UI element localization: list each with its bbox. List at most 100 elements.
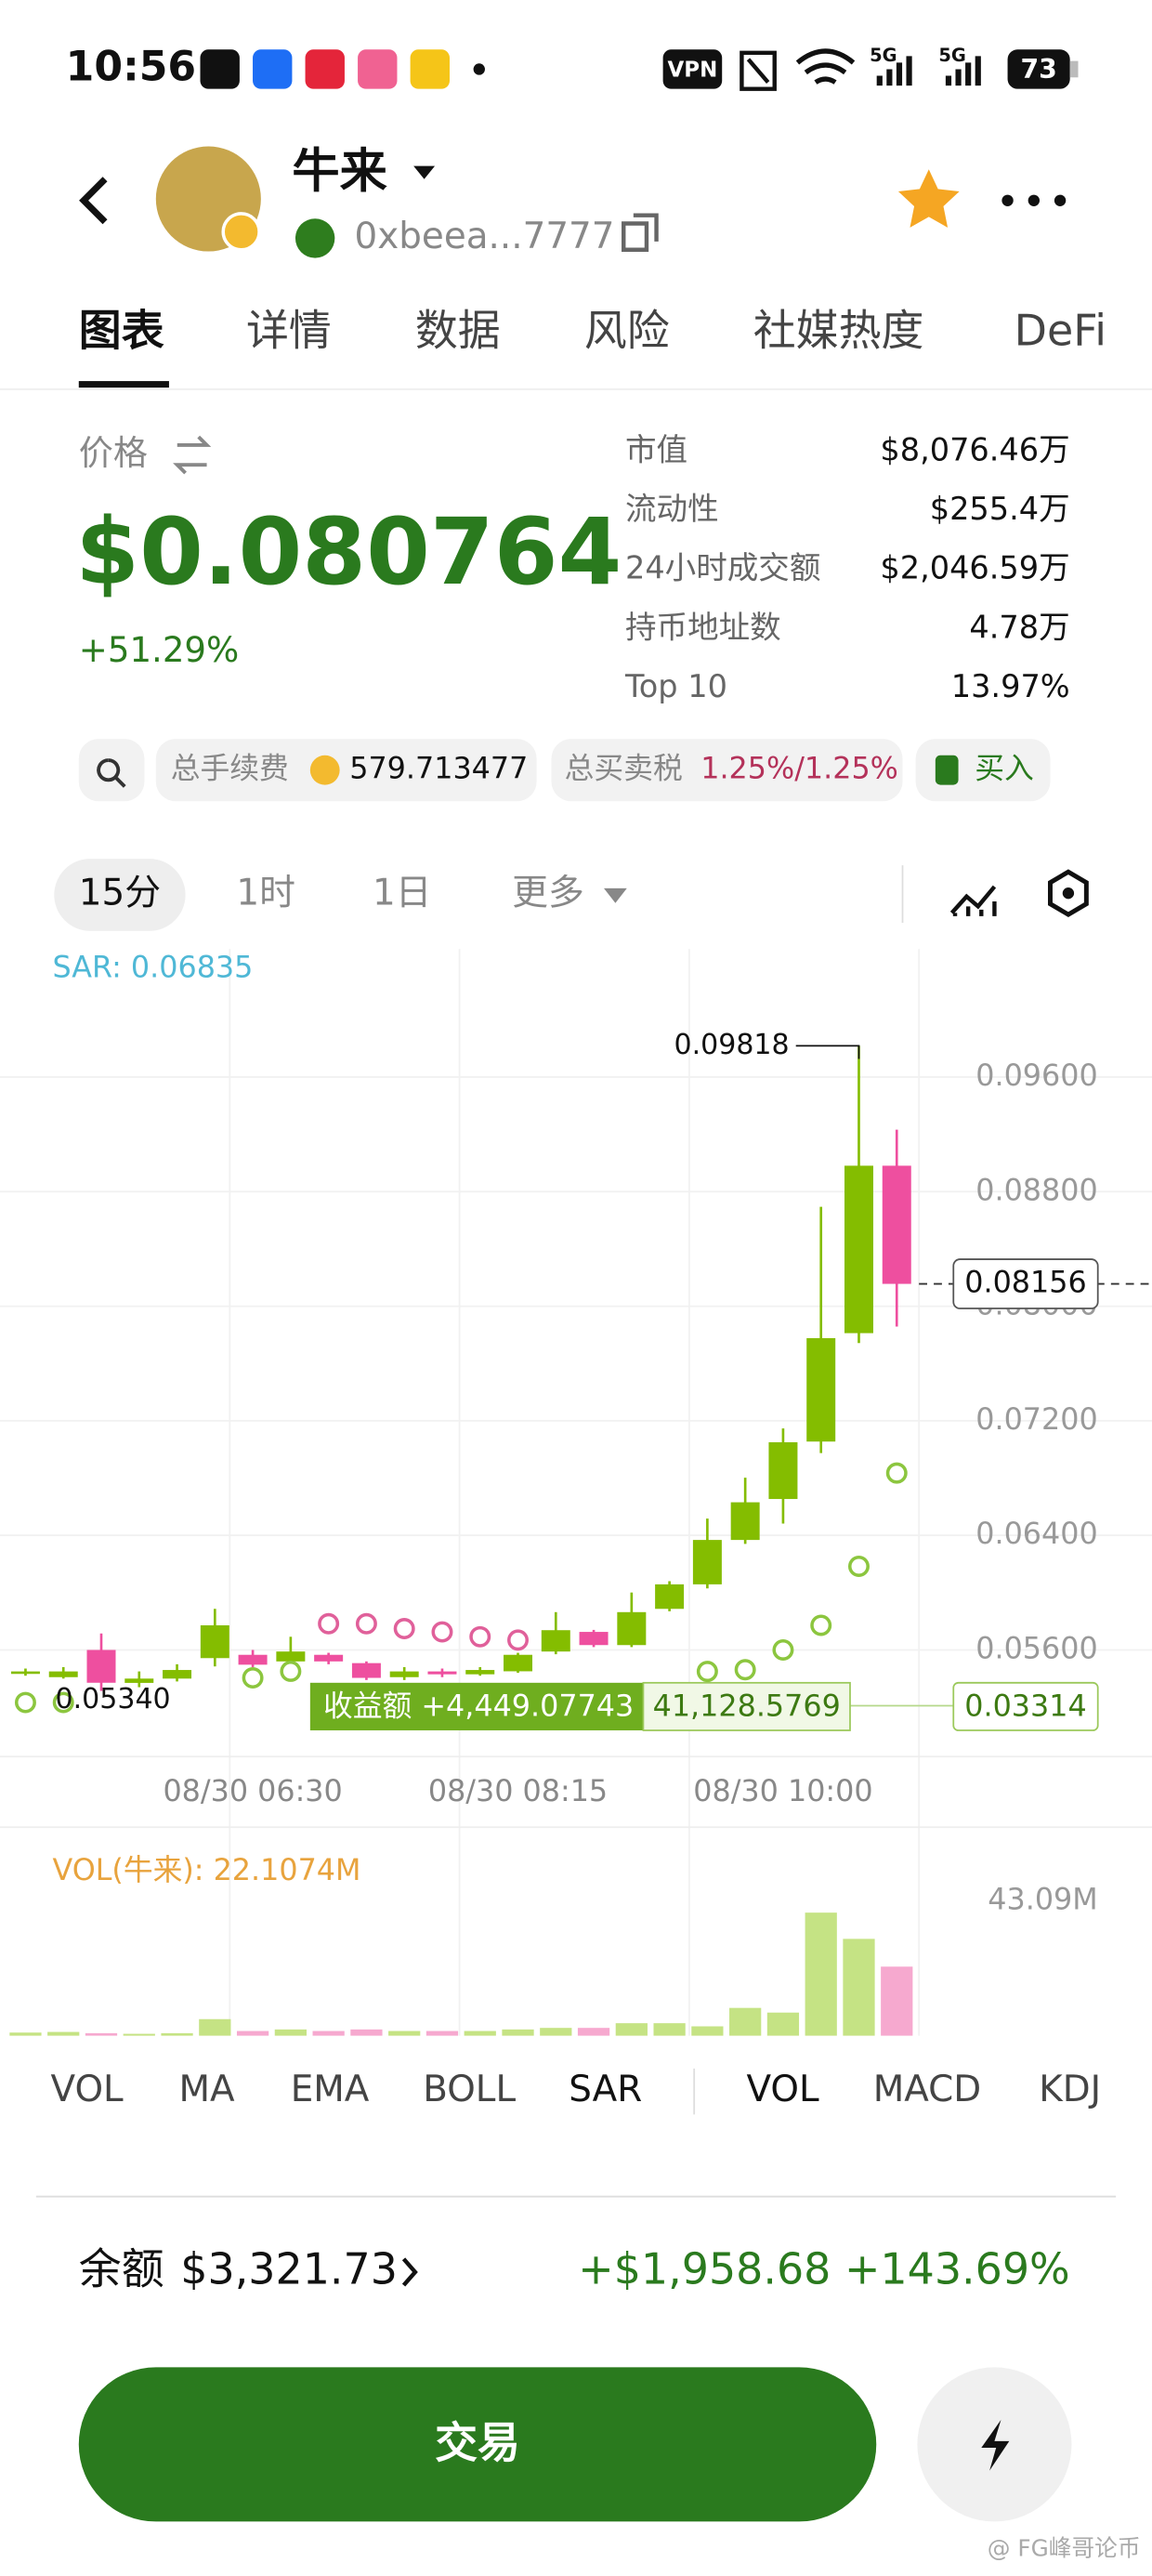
candle-body — [579, 1632, 609, 1646]
trade-button[interactable] — [78, 2367, 877, 2522]
volume-bar — [312, 2031, 345, 2036]
candle-body — [86, 1649, 116, 1683]
trade-label[interactable]: 交易 — [435, 2418, 520, 2468]
timeframe[interactable]: 更多 — [512, 872, 584, 913]
buy-icon — [935, 755, 959, 785]
search-pill[interactable] — [78, 739, 145, 802]
timeframe-active[interactable] — [54, 859, 186, 931]
tab[interactable]: 图表 — [79, 305, 164, 355]
indicator-tab[interactable]: EMA — [291, 2069, 370, 2110]
tab[interactable]: 数据 — [415, 305, 501, 355]
candle-body — [768, 1442, 798, 1500]
tab[interactable]: 社媒热度 — [753, 305, 924, 355]
verified-icon — [295, 218, 335, 258]
volume-bar — [653, 2023, 686, 2036]
candle-body — [844, 1165, 873, 1334]
balance-chevron[interactable] — [401, 2257, 418, 2287]
network-label: 5G — [870, 45, 897, 66]
more-arrow — [604, 887, 627, 903]
timeframe[interactable]: 1日 — [373, 872, 432, 913]
volume-bar — [236, 2031, 269, 2036]
indicator-tab[interactable]: BOLL — [423, 2069, 516, 2110]
tab[interactable]: DeFi — [1015, 305, 1106, 355]
sar-dot — [242, 1667, 264, 1689]
clock: 10:56 — [66, 43, 197, 90]
network-label: 5G — [938, 45, 965, 66]
indicator-icon[interactable] — [949, 885, 997, 916]
x-tick-label: 08/30 06:30 — [163, 1774, 342, 1808]
app-icons — [200, 49, 485, 89]
stat-label: 市值 — [625, 432, 687, 468]
token-address: 0xbeea...7777 — [355, 216, 615, 257]
indicator-tab[interactable]: VOL — [51, 2069, 124, 2110]
battery-level: 73 — [1020, 54, 1056, 85]
tax-value: 1.25%/1.25% — [700, 752, 898, 786]
volume-bar — [615, 2023, 648, 2036]
indicator-tab[interactable]: VOL — [746, 2069, 818, 2110]
candle-body — [124, 1678, 154, 1683]
volume-bar — [350, 2029, 383, 2036]
volume-title: VOL(牛来): 22.1074M — [53, 1853, 361, 1887]
indicator-tab[interactable]: MACD — [873, 2069, 981, 2110]
dropdown-icon[interactable] — [413, 165, 436, 179]
swap-icon[interactable] — [173, 435, 212, 475]
indicator-tab[interactable]: KDJ — [1039, 2069, 1101, 2110]
sar-dot — [810, 1614, 832, 1636]
candle-body — [10, 1671, 40, 1675]
position-amount-box — [642, 1681, 851, 1731]
sar-dot — [885, 1462, 908, 1484]
volume-bar — [881, 1966, 913, 2036]
candle-body — [541, 1630, 570, 1652]
settings-dot — [1062, 887, 1075, 900]
candle-body — [351, 1663, 381, 1678]
volume-bar — [47, 2031, 80, 2036]
tab[interactable]: 详情 — [246, 305, 332, 355]
candle-body — [427, 1671, 457, 1675]
timeframe[interactable]: 1时 — [236, 872, 295, 913]
back-button[interactable] — [79, 177, 108, 225]
position-amount: 41,128.5769 — [653, 1689, 841, 1723]
candle-body — [48, 1671, 78, 1677]
copy-icon[interactable] — [622, 213, 659, 252]
sar-dot — [393, 1618, 415, 1640]
sar-dot — [696, 1661, 718, 1683]
stat-label: Top 10 — [624, 668, 727, 704]
balance-label: 余额 — [79, 2243, 164, 2293]
volume-bar — [425, 2031, 459, 2036]
fee-pill — [155, 739, 537, 802]
volume-bar — [161, 2032, 193, 2036]
favorite-star[interactable] — [897, 169, 960, 228]
vertical-grid — [229, 949, 921, 2036]
indicator-tab[interactable]: MA — [179, 2069, 236, 2110]
volume-bar — [540, 2028, 572, 2036]
lightning-icon — [981, 2419, 1010, 2471]
stat-value: $255.4万 — [930, 491, 1070, 527]
nfc-icon — [740, 50, 777, 91]
tax-label: 总买卖税 — [565, 752, 683, 786]
volume-bar — [843, 1939, 875, 2036]
settings-icon[interactable] — [1048, 869, 1089, 918]
token-name: 牛来 — [292, 144, 387, 200]
volume-bar — [388, 2031, 421, 2036]
position-pnl-box — [309, 1682, 644, 1731]
candle-body — [389, 1671, 419, 1677]
y-tick-label: 0.05600 — [975, 1631, 1097, 1665]
tab[interactable]: 风险 — [584, 305, 670, 355]
candle-body — [200, 1624, 229, 1659]
candle-body — [504, 1654, 533, 1672]
buy-label[interactable]: 买入 — [975, 752, 1034, 786]
indicator-tab[interactable]: SAR — [569, 2069, 642, 2110]
last-price-label: 0.08156 — [964, 1266, 1086, 1300]
buy-pill[interactable] — [915, 739, 1051, 802]
search-icon — [97, 758, 126, 788]
timeframe[interactable]: 15分 — [79, 872, 161, 913]
stat-value: $2,046.59万 — [880, 550, 1069, 586]
signal-icon — [945, 56, 981, 86]
sar-dot — [507, 1629, 529, 1651]
stat-value: $8,076.46万 — [880, 432, 1069, 468]
sar-dot — [355, 1612, 377, 1635]
y-tick-label: 0.08800 — [975, 1173, 1097, 1207]
volume-bar — [199, 2018, 231, 2036]
more-menu[interactable] — [1001, 194, 1067, 206]
watermark: @ FG峰哥论币 — [988, 2534, 1141, 2561]
